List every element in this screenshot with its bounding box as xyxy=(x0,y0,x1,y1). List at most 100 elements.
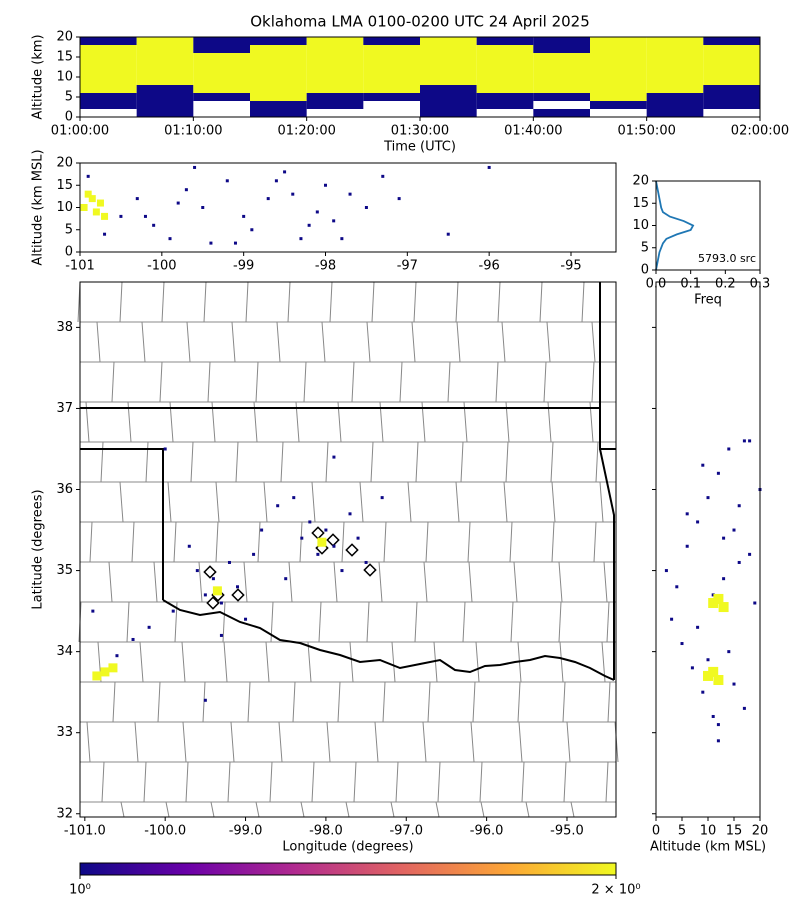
source-point xyxy=(276,504,280,508)
county-line xyxy=(391,641,396,683)
density-cell xyxy=(193,93,250,101)
source-point xyxy=(252,552,256,556)
density-cell xyxy=(193,45,250,53)
county-line xyxy=(562,681,566,723)
source-point xyxy=(187,544,191,548)
county-line xyxy=(215,521,219,563)
county-line xyxy=(311,761,315,803)
x-axis-label: Freq xyxy=(694,293,722,308)
county-line xyxy=(227,761,231,803)
density-cell xyxy=(306,61,364,69)
density-cell xyxy=(590,77,647,85)
source-point xyxy=(184,188,188,192)
county-line xyxy=(288,561,293,603)
county-line xyxy=(126,601,130,643)
density-cell xyxy=(533,85,590,93)
source-point xyxy=(675,585,679,589)
density-cell xyxy=(646,109,704,117)
county-line xyxy=(399,361,403,403)
county-line xyxy=(210,801,215,818)
y-tick-label: 10 xyxy=(632,218,649,233)
source-point xyxy=(685,512,689,516)
county-line xyxy=(390,801,395,818)
source-point xyxy=(732,682,736,686)
county-line xyxy=(287,281,291,323)
source-point xyxy=(219,633,223,637)
county-line xyxy=(374,721,379,763)
density-cell xyxy=(420,45,477,53)
source-point xyxy=(340,237,344,241)
county-line xyxy=(230,721,235,763)
county-line xyxy=(605,761,609,803)
density-cell xyxy=(703,37,760,45)
county-line xyxy=(479,761,483,803)
county-line xyxy=(349,641,354,683)
y-tick-label: 10 xyxy=(56,70,73,85)
density-cell xyxy=(476,69,534,77)
source-point xyxy=(316,552,320,556)
county-line xyxy=(165,801,170,818)
source-point xyxy=(163,447,167,451)
density-cell xyxy=(476,61,534,69)
y-tick-label: 0 xyxy=(641,263,649,278)
county-line xyxy=(181,641,186,683)
source-point xyxy=(718,602,729,613)
density-cell xyxy=(136,93,194,101)
density-cell xyxy=(590,101,647,109)
density-cell xyxy=(420,93,477,101)
density-cell xyxy=(80,53,137,61)
source-point xyxy=(100,667,110,677)
density-cell xyxy=(590,45,647,53)
x-tick-label: 01:40:00 xyxy=(504,124,562,139)
density-cell xyxy=(420,69,477,77)
density-cell xyxy=(306,85,364,93)
x-tick-label: 01:50:00 xyxy=(617,124,675,139)
density-cell xyxy=(363,85,420,93)
source-point xyxy=(727,447,731,451)
county-line xyxy=(185,761,189,803)
density-cell xyxy=(590,53,647,61)
density-cell xyxy=(703,61,760,69)
county-line xyxy=(414,601,418,643)
county-line xyxy=(153,561,158,603)
y-tick-label: 35 xyxy=(56,563,73,578)
source-point xyxy=(152,223,156,227)
axes-frame xyxy=(655,281,761,818)
density-cell xyxy=(136,61,194,69)
county-line xyxy=(467,521,471,563)
density-cell xyxy=(533,77,590,85)
county-lines xyxy=(77,281,619,818)
density-cell xyxy=(476,45,534,53)
county-line xyxy=(345,801,350,818)
county-line xyxy=(591,361,595,403)
county-line xyxy=(415,441,419,483)
density-cell xyxy=(420,61,477,69)
source-point xyxy=(706,496,710,500)
source-point xyxy=(88,195,96,203)
county-line xyxy=(300,801,305,818)
county-line xyxy=(119,281,123,323)
county-line xyxy=(203,281,207,323)
source-point xyxy=(225,179,229,183)
county-line xyxy=(563,761,567,803)
county-line xyxy=(223,641,228,683)
county-line xyxy=(591,321,596,363)
county-line xyxy=(359,481,364,523)
y-tick-label: 15 xyxy=(632,196,649,211)
source-point xyxy=(332,455,336,459)
density-cell xyxy=(533,37,590,45)
county-line xyxy=(422,721,427,763)
county-line xyxy=(427,681,431,723)
county-line xyxy=(243,561,248,603)
x-tick-label: -98.0 xyxy=(309,824,343,839)
county-line xyxy=(593,521,597,563)
density-cell xyxy=(533,61,590,69)
county-line xyxy=(263,481,268,523)
density-cell xyxy=(136,69,194,77)
county-line xyxy=(425,521,429,563)
county-line xyxy=(455,281,459,323)
x-axis-label: Time (UTC) xyxy=(383,140,456,155)
source-point xyxy=(300,536,304,540)
source-point xyxy=(96,199,104,207)
source-point xyxy=(176,201,180,205)
